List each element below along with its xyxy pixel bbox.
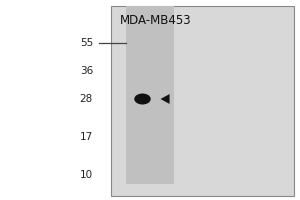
Text: 10: 10 <box>80 170 93 180</box>
Text: 55: 55 <box>80 38 93 48</box>
Ellipse shape <box>134 94 151 104</box>
Text: 28: 28 <box>80 94 93 104</box>
Polygon shape <box>160 94 169 104</box>
Text: 17: 17 <box>80 132 93 142</box>
Text: MDA-MB453: MDA-MB453 <box>120 14 192 27</box>
Text: 36: 36 <box>80 66 93 76</box>
Bar <box>126 6 174 184</box>
Bar <box>111 6 294 196</box>
